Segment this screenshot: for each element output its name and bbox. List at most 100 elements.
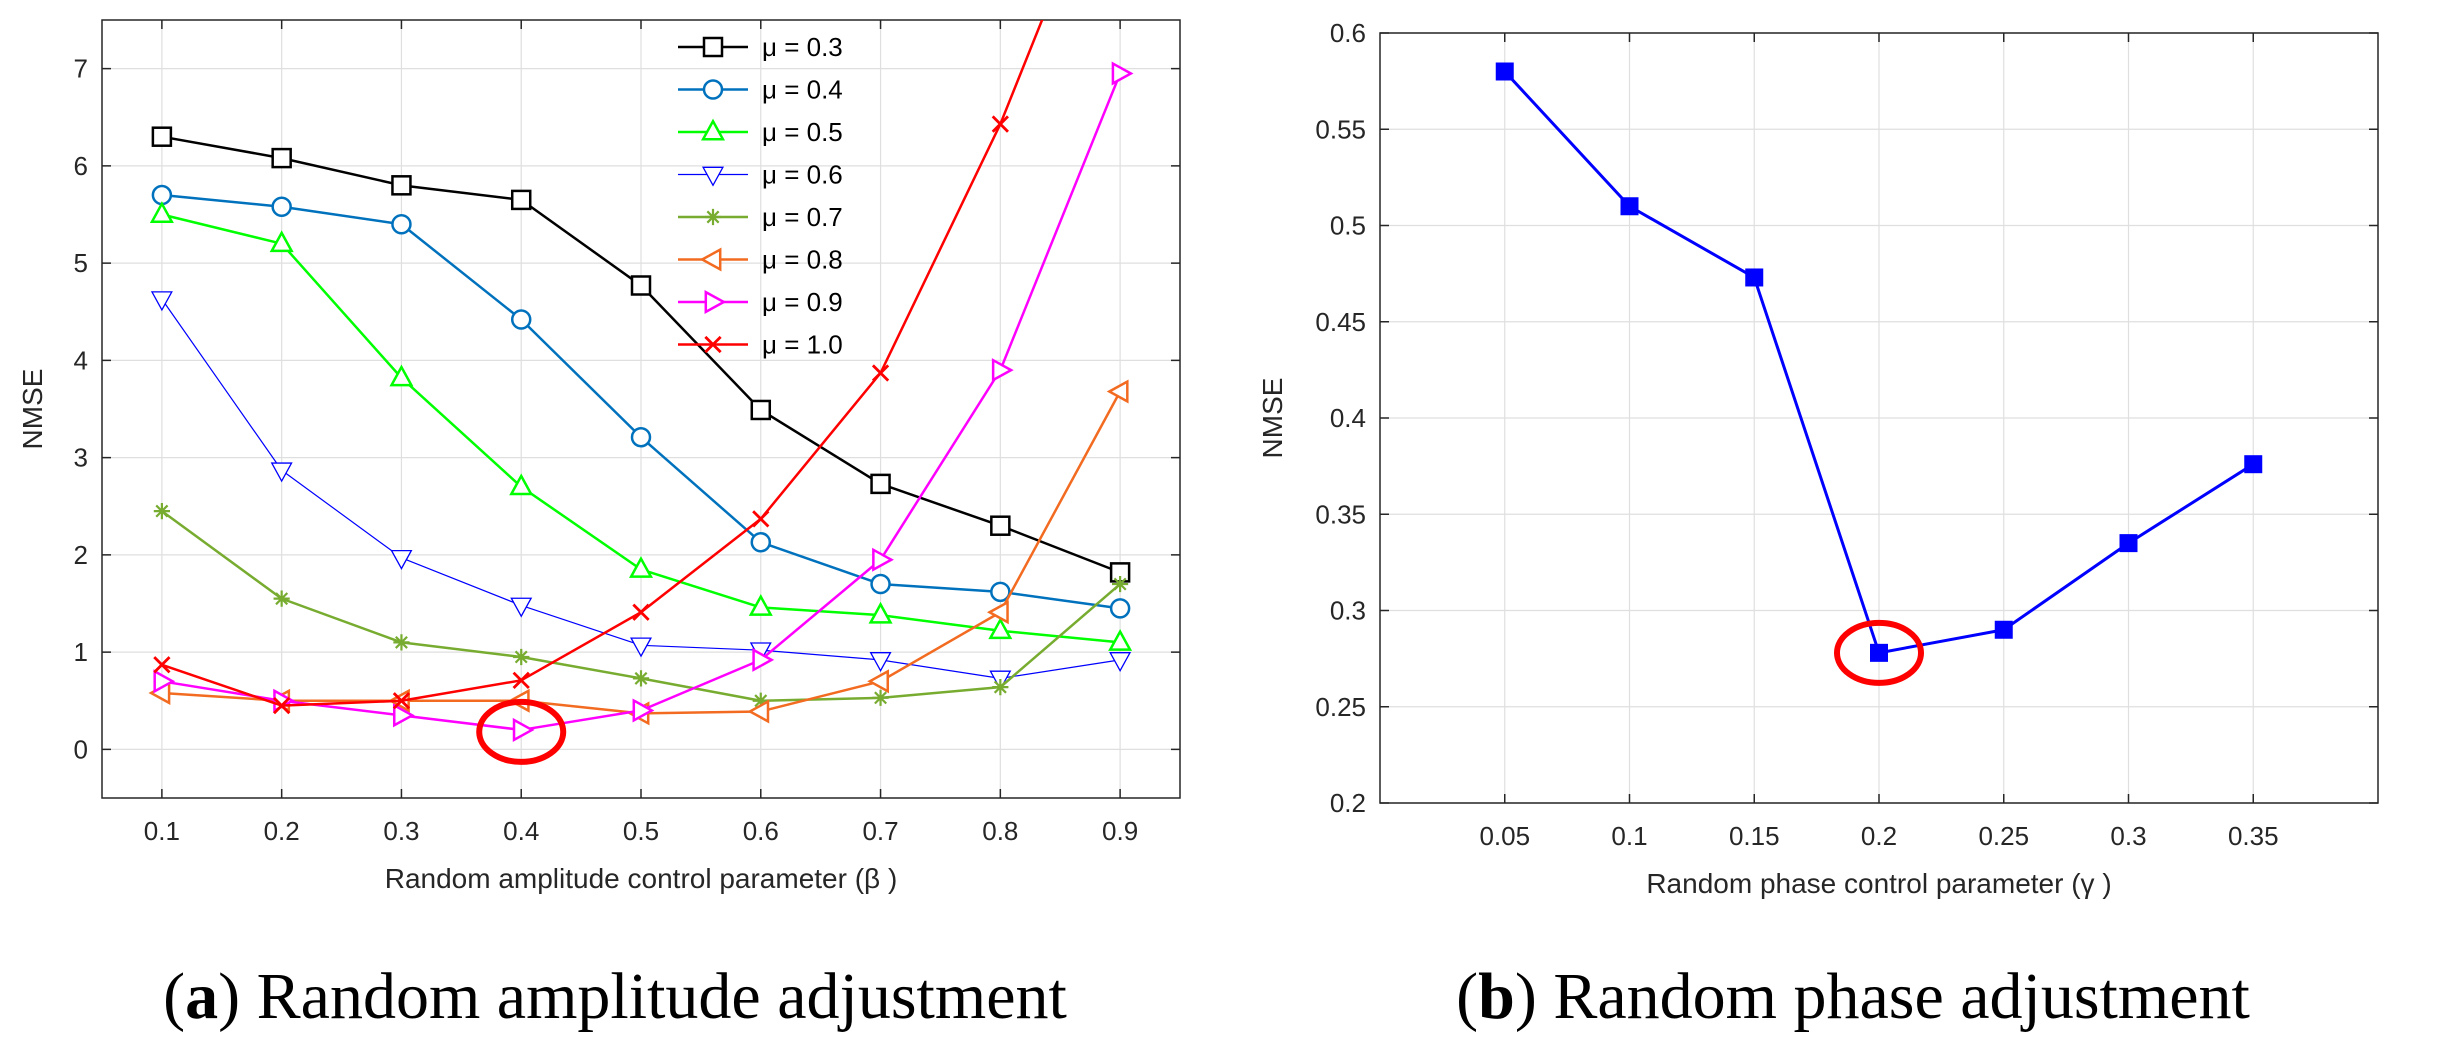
y-tick-label: 0.55 bbox=[1315, 114, 1366, 144]
data-point bbox=[988, 617, 1013, 640]
x-tick-label: 0.5 bbox=[623, 816, 659, 846]
data-point bbox=[271, 147, 292, 169]
legend-entry-0-8: μ = 0.8 bbox=[678, 245, 843, 275]
data-point bbox=[273, 696, 291, 715]
data-point bbox=[2119, 534, 2138, 553]
y-tick-label: 0.2 bbox=[1330, 788, 1366, 818]
data-point bbox=[628, 556, 654, 578]
data-point bbox=[872, 547, 894, 572]
chart-b-x-axis-label: Random phase control parameter (γ ) bbox=[1646, 868, 2111, 899]
chart-b-axes bbox=[1379, 32, 2379, 804]
data-point bbox=[632, 670, 650, 687]
x-tick-label: 0.8 bbox=[982, 816, 1018, 846]
data-point bbox=[393, 634, 410, 651]
highlight-ellipse bbox=[1834, 619, 1924, 686]
x-tick-label: 0.05 bbox=[1479, 821, 1530, 851]
y-tick-label: 0.3 bbox=[1330, 596, 1366, 626]
data-point bbox=[752, 647, 775, 672]
data-point bbox=[872, 689, 889, 706]
legend-label: μ = 0.4 bbox=[762, 75, 843, 105]
data-point bbox=[273, 590, 290, 607]
data-point bbox=[389, 364, 414, 387]
data-point bbox=[632, 603, 650, 621]
chart-a-axes bbox=[101, 19, 1181, 799]
legend-entry-1-0: μ = 1.0 bbox=[678, 330, 843, 360]
data-point bbox=[270, 462, 293, 483]
chart-b-highlight bbox=[1834, 619, 1924, 686]
data-point bbox=[271, 196, 292, 217]
legend-marker bbox=[702, 79, 724, 100]
data-point bbox=[1620, 197, 1639, 216]
data-point bbox=[390, 549, 413, 570]
y-tick-label: 0.6 bbox=[1330, 18, 1366, 48]
chart-a-tick-labels: 0.1 0.2 0.3 0.4 0.5 0.6 0.7 0.8 0.9 0 1 2 3 4 5 6 7 bbox=[74, 54, 1139, 846]
chart-a-highlight bbox=[476, 698, 567, 765]
y-tick-label: 0.25 bbox=[1315, 692, 1366, 722]
data-point bbox=[870, 473, 891, 495]
y-tick-label: 2 bbox=[74, 540, 88, 570]
y-tick-label: 0.5 bbox=[1330, 211, 1366, 241]
series-1-0 bbox=[153, 20, 1044, 715]
legend-entry-0-7: μ = 0.7 bbox=[678, 202, 843, 232]
data-point bbox=[392, 692, 411, 710]
x-tick-label: 0.4 bbox=[503, 816, 539, 846]
data-point bbox=[1745, 268, 1764, 287]
data-point bbox=[748, 593, 773, 616]
data-point bbox=[512, 671, 530, 689]
chart-b-tick-labels: 0.05 0.1 0.15 0.2 0.25 0.3 0.35 0.2 0.25 0.3 0.35 0… bbox=[1315, 18, 2278, 851]
data-point bbox=[509, 473, 534, 496]
x-tick-label: 0.15 bbox=[1729, 821, 1780, 851]
y-tick-label: 6 bbox=[74, 151, 88, 181]
caption-b-label: b bbox=[1478, 960, 1515, 1033]
x-tick-label: 0.9 bbox=[1102, 816, 1138, 846]
data-point bbox=[630, 426, 652, 448]
data-point bbox=[510, 189, 532, 211]
caption-a: (a) Random amplitude adjustment bbox=[163, 960, 1067, 1033]
series-0-5 bbox=[149, 201, 1133, 651]
legend-label: μ = 0.7 bbox=[762, 202, 843, 232]
chart-b-grid bbox=[1380, 32, 2378, 804]
data-point bbox=[1109, 652, 1132, 673]
data-point bbox=[986, 600, 1009, 625]
legend-marker bbox=[702, 36, 724, 58]
data-point bbox=[1495, 62, 1514, 81]
data-point bbox=[510, 597, 533, 618]
x-tick-label: 0.1 bbox=[144, 816, 180, 846]
data-point bbox=[1112, 575, 1129, 593]
chart-a-x-axis-label: Random amplitude control parameter (β ) bbox=[385, 863, 898, 894]
data-point bbox=[153, 503, 170, 520]
x-tick-label: 0.2 bbox=[1861, 821, 1897, 851]
data-point bbox=[1109, 598, 1131, 619]
x-tick-label: 0.35 bbox=[2228, 821, 2279, 851]
data-point bbox=[149, 201, 174, 223]
caption-a-label: a bbox=[185, 960, 218, 1033]
legend-marker bbox=[704, 208, 722, 226]
legend-label: μ = 0.6 bbox=[762, 160, 843, 190]
legend-entry-0-4: μ = 0.4 bbox=[678, 75, 843, 105]
chart-b-random-phase: 0.05 0.1 0.15 0.2 0.25 0.3 0.35 0.2 0.25 0.3 0.35 0… bbox=[1257, 18, 2379, 899]
data-point bbox=[153, 669, 176, 694]
data-point bbox=[1994, 620, 2013, 639]
data-point bbox=[869, 652, 892, 673]
y-tick-label: 4 bbox=[74, 345, 88, 375]
data-point bbox=[750, 531, 772, 553]
x-tick-label: 0.3 bbox=[2110, 821, 2146, 851]
data-point bbox=[151, 126, 173, 147]
x-tick-label: 0.2 bbox=[264, 816, 300, 846]
data-point bbox=[747, 699, 770, 724]
data-point bbox=[150, 291, 173, 312]
legend-marker bbox=[704, 335, 722, 354]
caption-b-text: Random phase adjustment bbox=[1537, 960, 2250, 1033]
data-point bbox=[153, 656, 171, 674]
caption-a-text: Random amplitude adjustment bbox=[240, 960, 1067, 1033]
legend-entry-0-9: μ = 0.9 bbox=[678, 287, 843, 317]
data-point bbox=[992, 679, 1009, 696]
chart-a-y-axis-label: NMSE bbox=[17, 369, 48, 450]
data-point bbox=[868, 601, 893, 624]
data-point bbox=[1111, 61, 1134, 86]
y-tick-label: 7 bbox=[74, 54, 88, 84]
data-point bbox=[991, 358, 1014, 383]
data-point bbox=[630, 637, 652, 658]
legend-label: μ = 0.8 bbox=[762, 245, 843, 275]
